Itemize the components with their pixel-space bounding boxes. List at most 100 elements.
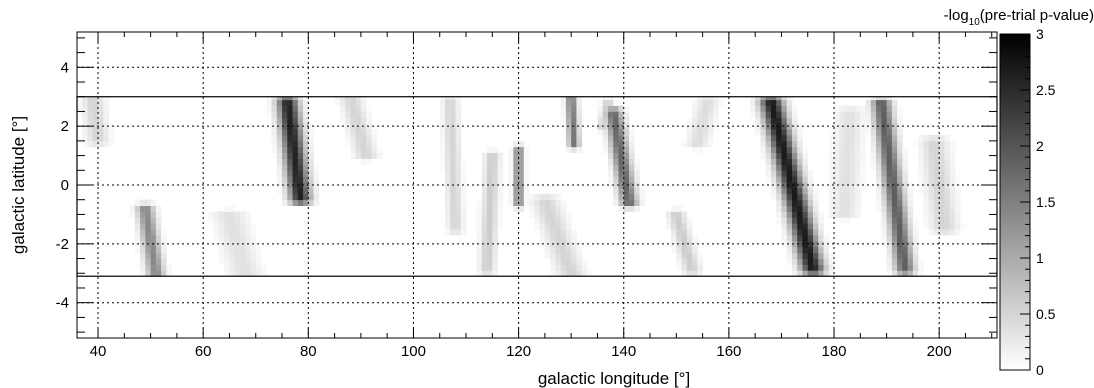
heatmap-cell [487, 176, 493, 183]
heatmap-cell [891, 170, 898, 177]
colorbar-tick-label: 1 [1036, 250, 1044, 266]
heatmap-cell [92, 96, 99, 101]
heatmap-cell [918, 176, 924, 183]
heatmap-cell [681, 211, 688, 218]
heatmap-cell [308, 164, 314, 171]
heatmap-cell [607, 129, 614, 136]
heatmap-cell [555, 229, 562, 236]
heatmap-cell [492, 187, 498, 195]
heatmap-cell [891, 129, 898, 136]
heatmap-cell [82, 140, 88, 148]
heatmap-cell [455, 140, 462, 148]
heatmap-cell [823, 270, 830, 277]
heatmap-cell [676, 223, 682, 230]
heatmap-cell [686, 140, 693, 148]
heatmap-cell [224, 252, 230, 259]
heatmap-cell [245, 246, 251, 254]
heatmap-cell [797, 229, 803, 236]
heatmap-cell [697, 258, 703, 265]
heatmap-cell [481, 164, 488, 171]
heatmap-cell [897, 246, 903, 254]
heatmap-cell [839, 158, 845, 165]
heatmap-cell [834, 152, 840, 159]
heatmap-cell [92, 129, 99, 136]
heatmap-cell [576, 240, 583, 248]
heatmap-cell [539, 235, 546, 242]
heatmap-cell [618, 111, 625, 118]
heatmap-cell [944, 158, 951, 165]
heatmap-cell [623, 205, 630, 212]
heatmap-cell [292, 152, 299, 159]
heatmap-cell [513, 187, 519, 195]
heatmap-cell [439, 158, 446, 165]
heatmap-cell [907, 252, 914, 259]
heatmap-cell [523, 146, 530, 154]
heatmap-cell [939, 152, 945, 159]
x-axis-label: galactic longitude [°] [538, 369, 690, 388]
heatmap-cell [308, 187, 314, 195]
heatmap-cell [439, 146, 446, 154]
heatmap-cell [786, 199, 793, 206]
heatmap-cell [839, 199, 845, 206]
heatmap-cell [140, 205, 146, 212]
heatmap-cell [350, 111, 357, 118]
heatmap-cell [802, 176, 809, 183]
heatmap-cell [618, 140, 625, 148]
heatmap-cell [292, 117, 299, 124]
heatmap-cell [791, 123, 798, 130]
heatmap-cell [445, 146, 451, 154]
heatmap-cell [129, 205, 136, 212]
heatmap-cell [671, 217, 677, 224]
heatmap-cell [313, 193, 320, 201]
heatmap-cell [571, 140, 577, 148]
heatmap-cell [623, 123, 630, 130]
heatmap-cell [902, 246, 909, 254]
heatmap-cell [781, 217, 788, 224]
heatmap-cell [481, 176, 488, 183]
heatmap-cell [245, 217, 251, 224]
heatmap-cell [692, 129, 698, 136]
heatmap-cell [455, 146, 462, 154]
heatmap-cell [460, 211, 467, 218]
heatmap-cell [539, 211, 546, 218]
heatmap-cell [870, 129, 877, 136]
heatmap-cell [686, 264, 693, 271]
heatmap-cell [939, 229, 945, 236]
heatmap-cell [865, 111, 872, 118]
heatmap-cell [944, 217, 951, 224]
heatmap-cell [287, 117, 293, 124]
heatmap-cell [807, 176, 814, 183]
heatmap-cell [308, 129, 314, 136]
heatmap-cell [849, 152, 856, 159]
heatmap-cell [839, 111, 845, 118]
heatmap-cell [760, 146, 767, 154]
heatmap-cell [770, 140, 777, 148]
heatmap-cell [292, 187, 299, 195]
heatmap-cell [634, 158, 640, 165]
heatmap-cell [933, 199, 940, 206]
heatmap-cell [791, 176, 798, 183]
heatmap-cell [455, 129, 462, 136]
heatmap-cell [607, 99, 614, 106]
heatmap-cell [623, 129, 630, 136]
heatmap-cell [287, 146, 293, 154]
heatmap-cell [513, 205, 519, 212]
heatmap-cell [455, 211, 462, 218]
heatmap-cell [623, 164, 630, 171]
heatmap-cell [855, 211, 861, 218]
heatmap-cell [360, 158, 367, 165]
heatmap-cell [445, 217, 451, 224]
heatmap-cell [355, 111, 362, 118]
heatmap-cell [98, 117, 104, 124]
heatmap-cell [802, 158, 809, 165]
heatmap-cell [776, 140, 782, 148]
heatmap-cell [823, 246, 830, 254]
heatmap-cell [891, 123, 898, 130]
heatmap-cell [544, 205, 551, 212]
heatmap-cell [676, 258, 682, 265]
heatmap-cell [513, 140, 519, 148]
heatmap-cell [791, 264, 798, 271]
heatmap-cell [492, 170, 498, 177]
heatmap-cell [476, 205, 483, 212]
heatmap-cell [287, 105, 293, 112]
